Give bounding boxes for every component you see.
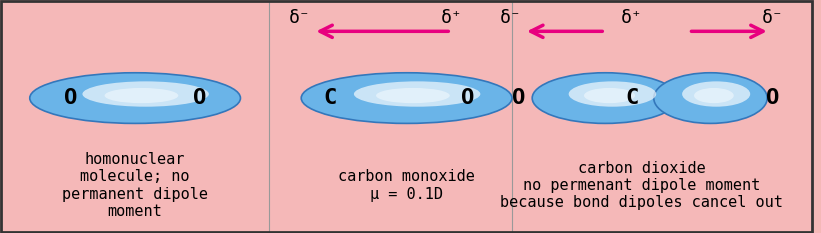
Ellipse shape bbox=[569, 81, 656, 107]
Text: δ⁺: δ⁺ bbox=[621, 8, 643, 27]
Ellipse shape bbox=[682, 81, 750, 107]
Ellipse shape bbox=[694, 88, 734, 103]
Text: C: C bbox=[323, 88, 337, 108]
Ellipse shape bbox=[354, 81, 480, 107]
Text: carbon dioxide
no permenant dipole moment
because bond dipoles cancel out: carbon dioxide no permenant dipole momen… bbox=[500, 161, 783, 210]
Text: δ⁻: δ⁻ bbox=[499, 8, 521, 27]
Ellipse shape bbox=[654, 73, 767, 123]
Text: δ⁻: δ⁻ bbox=[289, 8, 310, 27]
Text: O: O bbox=[766, 88, 780, 108]
Text: C: C bbox=[626, 88, 639, 108]
Text: O: O bbox=[511, 88, 525, 108]
Ellipse shape bbox=[30, 73, 241, 123]
Text: O: O bbox=[63, 88, 77, 108]
Text: δ⁺: δ⁺ bbox=[440, 8, 462, 27]
Ellipse shape bbox=[301, 73, 512, 123]
Text: O: O bbox=[193, 88, 207, 108]
Ellipse shape bbox=[584, 88, 635, 103]
Text: O: O bbox=[461, 88, 474, 108]
Ellipse shape bbox=[82, 81, 209, 107]
Text: homonuclear
molecule; no
permanent dipole
moment: homonuclear molecule; no permanent dipol… bbox=[62, 152, 208, 219]
Ellipse shape bbox=[376, 88, 450, 103]
Ellipse shape bbox=[532, 73, 678, 123]
Text: carbon monoxide
μ = 0.1D: carbon monoxide μ = 0.1D bbox=[338, 169, 475, 202]
Text: δ⁻: δ⁻ bbox=[762, 8, 784, 27]
Ellipse shape bbox=[104, 88, 178, 103]
